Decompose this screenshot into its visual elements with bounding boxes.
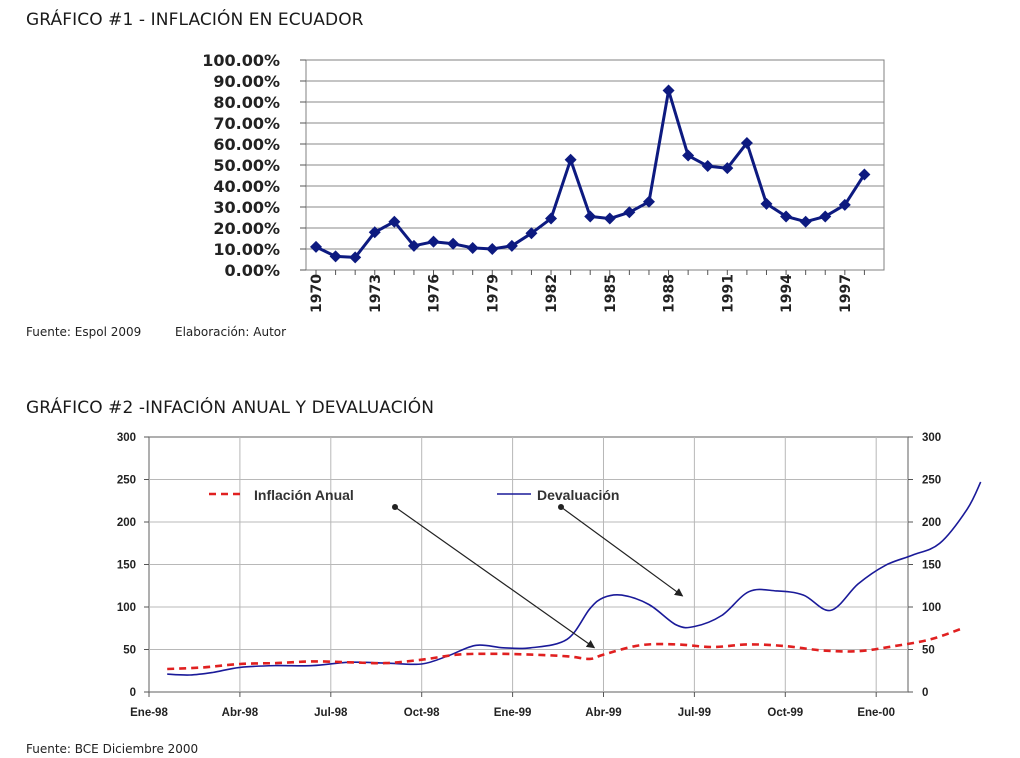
chart2-y2-tick-label: 200 [922,517,941,529]
chart2-y2-tick-label: 300 [922,432,941,444]
chart1-data-point [642,195,655,208]
chart1-data-point [427,235,440,248]
chart1-title: GRÁFICO #1 - INFLACIÓN EN ECUADOR [26,10,364,30]
chart1-data-point [486,243,499,255]
chart1-y-tick-label: 100.00% [202,51,280,70]
chart1-x-tick-label: 1991 [720,274,736,313]
chart2-annotation-arrow-devaluacion [560,506,684,597]
chart1-data-point [603,212,616,225]
chart1-x-tick-label: 1970 [309,274,325,313]
chart1-y-tick-label: 0.00% [224,261,280,280]
chart2-x-tick-label: Abr-99 [585,707,621,719]
chart1-y-tick-label: 40.00% [213,177,280,196]
chart2-x-tick-label: Ene-98 [130,707,168,719]
chart2-x-tick-label: Abr-98 [222,707,259,719]
chart1-data-point [662,84,675,97]
chart1-x-tick-label: 1994 [779,274,795,313]
chart2-annotation-arrow-inflacion [394,506,596,649]
chart1-data-point [838,198,851,211]
chart2-x-tick-label: Ene-00 [857,707,895,719]
chart1-data-point [721,162,734,175]
chart1-x-tick-label: 1982 [544,274,560,313]
chart2-y-tick-label: 150 [117,560,136,572]
chart2-y-tick-label: 100 [117,602,136,614]
chart1-y-tick-label: 60.00% [213,135,280,154]
chart1-x-tick-label: 1973 [368,274,384,313]
chart1-data-point [466,241,479,254]
chart1-inflation-ecuador: 0.00% 10.00% 20.00% 30.00% 40.00% 50.00% 60.00… [202,51,885,313]
chart1-data-point [564,153,577,166]
chart2-series-devaluacion [167,481,982,676]
chart1-data-point [682,149,695,162]
chart2-x-tick-label: Oct-99 [767,707,803,719]
chart1-x-tick-label: 1997 [838,274,854,313]
chart1-data-point [388,215,401,228]
chart1-data-point [623,206,636,219]
chart1-y-tick-label: 10.00% [213,240,280,259]
chart1-data-point [760,197,773,210]
chart1-data-point [368,226,381,239]
chart2-y2-tick-label: 50 [922,645,935,657]
chart1-x-tick-label: 1988 [662,274,678,313]
chart1-data-point [799,215,812,228]
chart2-title: GRÁFICO #2 -INFACIÓN ANUAL Y DEVALUACIÓN [26,398,435,418]
chart1-data-point [349,251,362,264]
chart2-y2-tick-label: 250 [922,475,941,487]
chart1-elaboration: Elaboración: Autor [175,325,287,339]
chart1-data-point [701,160,714,173]
chart2-y2-tick-label: 100 [922,602,941,614]
chart2-y2-tick-label: 0 [922,687,928,699]
chart2-legend-label-inflacion: Inflación Anual [254,487,354,503]
chart1-data-point [407,239,420,252]
chart1-y-tick-label: 90.00% [213,72,280,91]
chart2-y-tick-label: 300 [117,432,136,444]
chart1-data-point [310,240,322,253]
chart2-x-tick-label: Jul-99 [678,707,711,719]
chart2-y-tick-label: 50 [123,645,136,657]
chart2-series-inflacion-anual [167,627,963,671]
chart1-data-point [584,210,597,223]
chart1-x-tick-label: 1985 [603,274,619,313]
chart2-y-tick-label: 250 [117,475,136,487]
chart2-x-tick-label: Ene-99 [494,707,532,719]
chart1-data-point [447,237,460,250]
chart2-y-tick-label: 200 [117,517,136,529]
chart2-y2-tick-label: 150 [922,560,941,572]
chart1-data-point [819,210,832,223]
chart2-legend-label-devaluacion: Devaluación [537,487,619,503]
chart2-x-tick-label: Jul-98 [314,707,348,719]
chart1-y-tick-label: 80.00% [213,93,280,112]
chart1-source: Fuente: Espol 2009 [26,325,142,339]
chart1-y-tick-label: 70.00% [213,114,280,133]
chart1-data-point [525,227,538,240]
chart1-x-tick-label: 1979 [485,274,501,313]
chart1-data-point [740,136,753,149]
chart1-data-point [780,210,793,223]
chart1-data-point [858,168,871,181]
chart1-data-point [505,239,518,252]
chart2-source: Fuente: BCE Diciembre 2000 [26,742,199,756]
chart1-y-tick-label: 30.00% [213,198,280,217]
chart1-data-point [545,212,558,225]
chart1-data-point [329,250,342,263]
chart2-y-tick-label: 0 [130,687,136,699]
chart1-x-tick-label: 1976 [427,274,443,313]
chart1-y-tick-label: 50.00% [213,156,280,175]
chart2-x-tick-label: Oct-98 [404,707,440,719]
chart1-y-tick-label: 20.00% [213,219,280,238]
